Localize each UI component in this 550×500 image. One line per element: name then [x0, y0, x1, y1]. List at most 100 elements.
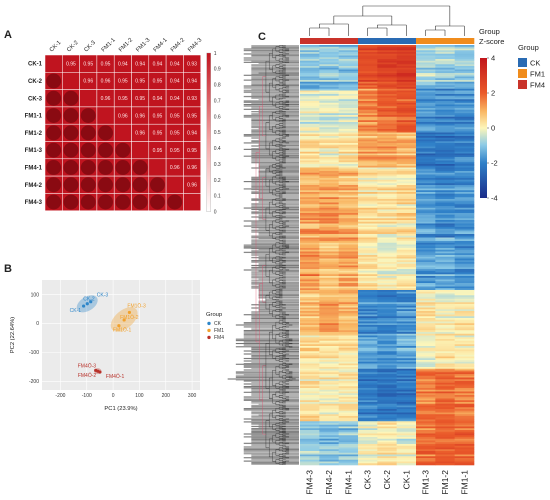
- heatmap-cell: [358, 228, 378, 231]
- heatmap-cell: [416, 155, 436, 158]
- heatmap-cell: [396, 262, 417, 265]
- heatmap-cell: [435, 239, 455, 242]
- heatmap-cell: [377, 62, 397, 65]
- corr-circle: [46, 142, 62, 158]
- heatmap-cell: [377, 281, 397, 284]
- heatmap-cell: [435, 174, 455, 177]
- heatmap-cell: [358, 405, 378, 408]
- heatmap-cell: [396, 430, 417, 433]
- heatmap-cell: [358, 216, 378, 219]
- heatmap-cell: [319, 342, 339, 345]
- heatmap-cell: [358, 298, 378, 301]
- heatmap-cell: [416, 356, 436, 359]
- heatmap-cell: [435, 81, 455, 84]
- heatmap-cell: [358, 193, 378, 196]
- heatmap-cell: [300, 321, 320, 324]
- heatmap-cell: [416, 99, 436, 102]
- heatmap-cell: [454, 454, 475, 457]
- corr-column-label: FM1-2: [118, 37, 134, 53]
- heatmap-cell: [396, 48, 417, 51]
- heatmap-cell: [338, 158, 359, 161]
- heatmap-cell: [338, 367, 359, 370]
- heatmap-cell: [416, 160, 436, 163]
- heatmap-cell: [300, 354, 320, 357]
- heatmap-cell: [377, 246, 397, 249]
- heatmap-cell: [338, 200, 359, 203]
- heatmap-cell: [338, 377, 359, 380]
- heatmap-cell: [416, 125, 436, 128]
- heatmap-cell: [300, 67, 320, 70]
- heatmap-cell: [396, 410, 417, 413]
- heatmap-cell: [435, 195, 455, 198]
- heatmap-cell: [454, 382, 475, 385]
- heatmap-cell: [435, 167, 455, 170]
- heatmap-cell: [377, 109, 397, 112]
- heatmap-cell: [377, 129, 397, 132]
- heatmap-cell: [338, 218, 359, 221]
- heatmap-cell: [300, 214, 320, 217]
- heatmap-cell: [358, 64, 378, 67]
- heatmap-cell: [338, 199, 359, 202]
- heatmap-cell: [396, 256, 417, 259]
- heatmap-cell: [435, 235, 455, 238]
- heatmap-cell: [300, 407, 320, 410]
- heatmap-cell: [319, 188, 339, 191]
- heatmap-cell: [435, 171, 455, 174]
- heatmap-cell: [377, 374, 397, 377]
- heatmap-cell: [377, 172, 397, 175]
- heatmap-cell: [377, 356, 397, 359]
- heatmap-cell: [377, 333, 397, 336]
- heatmap-cell: [338, 318, 359, 321]
- heatmap-cell: [454, 134, 475, 137]
- heatmap-cell: [338, 276, 359, 279]
- heatmap-cell: [435, 262, 455, 265]
- heatmap-cell: [377, 136, 397, 139]
- heatmap-cell: [454, 95, 475, 98]
- heatmap-cell: [416, 59, 436, 62]
- heatmap-cell: [396, 46, 417, 49]
- heatmap-cell: [300, 85, 320, 88]
- heatmap-cell: [358, 304, 378, 307]
- heatmap-cell: [300, 167, 320, 170]
- pca-y-tick-label: -100: [29, 350, 39, 356]
- heatmap-cell: [319, 290, 339, 293]
- heatmap-cell: [377, 314, 397, 317]
- heatmap-cell: [358, 213, 378, 216]
- corr-circle: [46, 90, 62, 106]
- heatmap-cell: [454, 312, 475, 315]
- heatmap-cell: [319, 113, 339, 116]
- heatmap-cell: [338, 270, 359, 273]
- heatmap-cell: [300, 97, 320, 100]
- heatmap-cell: [377, 218, 397, 221]
- heatmap-cell: [416, 85, 436, 88]
- heatmap-cell: [377, 293, 397, 296]
- heatmap-cell: [300, 57, 320, 60]
- heatmap-cell: [358, 407, 378, 410]
- heatmap-cell: [416, 349, 436, 352]
- heatmap-cell: [300, 309, 320, 312]
- heatmap-cell: [416, 458, 436, 461]
- heatmap-cell: [416, 267, 436, 270]
- corr-value: 0.95: [118, 96, 128, 102]
- heatmap-cell: [358, 428, 378, 431]
- heatmap-cell: [435, 148, 455, 151]
- heatmap-cell: [319, 267, 339, 270]
- pca-plot-background: [42, 280, 200, 390]
- heatmap-cell: [338, 176, 359, 179]
- heatmap-cell: [416, 94, 436, 97]
- heatmap-cell: [319, 244, 339, 247]
- heatmap-cell: [300, 459, 320, 462]
- heatmap-cell: [454, 297, 475, 300]
- heatmap-cell: [435, 316, 455, 319]
- heatmap-cell: [300, 237, 320, 240]
- corr-colorbar-tick: 0.3: [214, 162, 221, 168]
- heatmap-cell: [454, 262, 475, 265]
- heatmap-cell: [396, 225, 417, 228]
- heatmap-cell: [377, 139, 397, 142]
- heatmap-cell: [454, 375, 475, 378]
- heatmap-cell: [454, 445, 475, 448]
- heatmap-cell: [416, 190, 436, 193]
- heatmap-cell: [300, 227, 320, 230]
- heatmap-cell: [338, 263, 359, 266]
- heatmap-cell: [416, 395, 436, 398]
